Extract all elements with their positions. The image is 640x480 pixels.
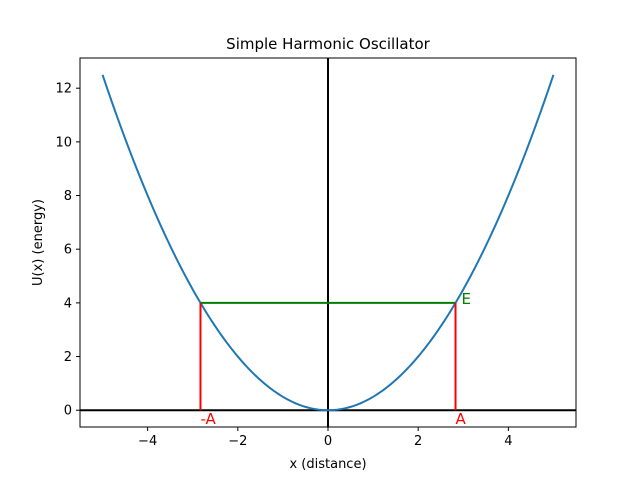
y-tick-label: 0 bbox=[64, 404, 72, 419]
y-tick-label: 6 bbox=[64, 243, 72, 258]
x-tick-label: 4 bbox=[504, 434, 512, 449]
ticks-layer: −4 −2 0 2 4 0 2 4 6 8 10 12 bbox=[55, 82, 512, 449]
x-tick-label: −2 bbox=[228, 434, 247, 449]
y-tick-label: 12 bbox=[55, 82, 72, 97]
x-tick-label: 2 bbox=[414, 434, 422, 449]
turning-point-label-pos: A bbox=[456, 410, 467, 428]
x-axis-label: x (distance) bbox=[289, 457, 366, 472]
y-tick-label: 4 bbox=[64, 296, 72, 311]
plot-layer: E -A A bbox=[80, 58, 576, 428]
y-tick-label: 8 bbox=[64, 189, 72, 204]
turning-point-label-neg: -A bbox=[200, 410, 216, 428]
y-axis-label: U(x) (energy) bbox=[31, 199, 46, 286]
x-tick-label: −4 bbox=[138, 434, 157, 449]
y-tick-label: 2 bbox=[64, 350, 72, 365]
x-tick-label: 0 bbox=[324, 434, 332, 449]
chart-title: Simple Harmonic Oscillator bbox=[226, 35, 430, 53]
y-tick-label: 10 bbox=[55, 135, 72, 150]
energy-label: E bbox=[462, 290, 471, 308]
potential-curve bbox=[101, 74, 555, 412]
